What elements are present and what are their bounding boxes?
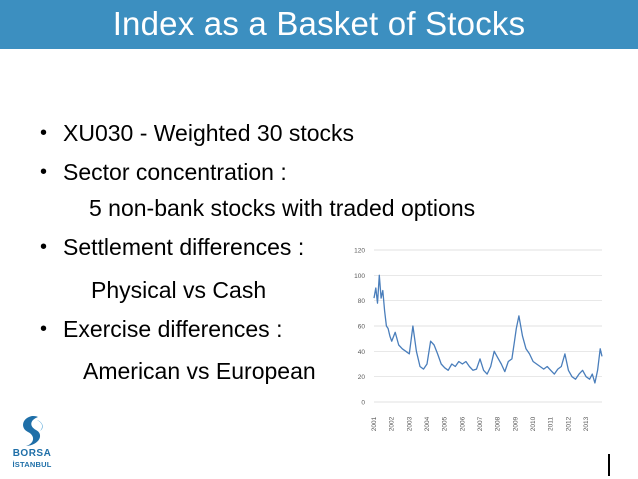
bullet-subtext: Physical vs Cash [91, 277, 267, 303]
x-tick-label: 2012 [565, 416, 572, 431]
logo-text-borsa: BORSA [12, 448, 52, 459]
title-bar: Index as a Basket of Stocks [0, 0, 638, 49]
y-tick-label: 120 [354, 248, 365, 255]
bullet-text: Sector concentration : [63, 159, 287, 185]
y-tick-label: 100 [354, 273, 365, 280]
bullet-text: XU030 - Weighted 30 stocks [63, 120, 355, 146]
bullet-dot: • [40, 122, 48, 144]
bullet-subtext: American vs European [83, 358, 316, 384]
x-tick-label: 2006 [459, 416, 466, 431]
x-tick-label: 2003 [406, 416, 413, 431]
x-tick-label: 2008 [495, 416, 502, 431]
y-tick-label: 0 [361, 400, 365, 407]
x-tick-label: 2007 [477, 416, 484, 431]
x-tick-label: 2011 [548, 417, 555, 431]
y-tick-label: 40 [358, 349, 366, 356]
page-divider [608, 454, 610, 476]
logo-text-istanbul: İSTANBUL [12, 460, 52, 469]
slide-title: Index as a Basket of Stocks [112, 5, 526, 42]
series-line [373, 274, 603, 384]
bullet-text: Settlement differences : [63, 234, 305, 260]
y-tick-label: 80 [358, 298, 366, 305]
borsa-istanbul-logo: BORSA İSTANBUL [10, 414, 54, 476]
x-tick-label: 2013 [583, 416, 590, 431]
x-tick-label: 2009 [512, 416, 519, 431]
bullet-dot: • [40, 236, 48, 258]
x-tick-label: 2004 [424, 416, 431, 431]
bullet-text: Exercise differences : [63, 316, 283, 342]
x-tick-label: 2005 [442, 416, 449, 431]
y-tick-label: 20 [358, 374, 366, 381]
bullet-subtext: 5 non-bank stocks with traded options [89, 195, 476, 221]
x-tick-label: 2001 [371, 416, 378, 431]
index-line-chart: 0 20 40 60 80 100 120 2001 2002 2003 2004 2005 2006 2… [354, 248, 603, 431]
borsa-logo-mark-icon [23, 416, 43, 446]
y-tick-label: 60 [358, 324, 366, 331]
x-tick-label: 2002 [389, 416, 396, 431]
bullet-dot: • [40, 318, 48, 340]
bullet-dot: • [40, 161, 48, 183]
x-tick-label: 2010 [530, 416, 537, 431]
